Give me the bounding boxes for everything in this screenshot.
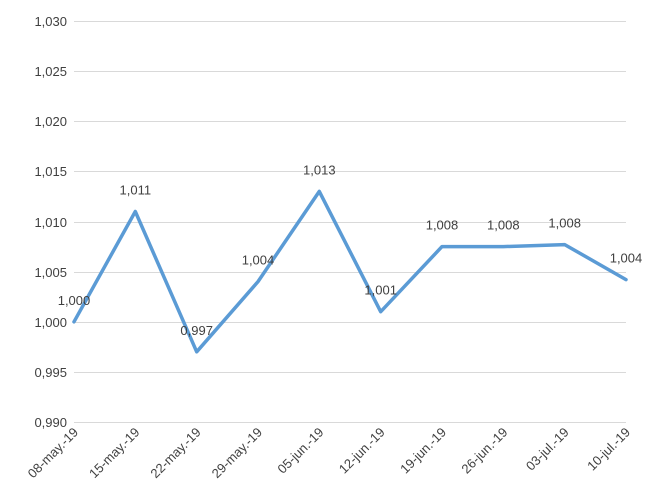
y-tick-label: 1,015 [34, 164, 67, 179]
y-axis-tick-labels: 0,990 0,995 1,000 1,005 1,010 1,015 1,020 1,025… [34, 14, 67, 430]
y-tick-label: 0,990 [34, 415, 67, 430]
grid-lines [74, 21, 626, 423]
x-tick-label: 22-may.-19 [147, 425, 203, 481]
x-tick-label: 19-jun.-19 [397, 425, 449, 477]
x-axis-tick-labels: 08-may.-19 15-may.-19 22-may.-19 29-may.-19… [25, 425, 633, 481]
data-label: 1,004 [242, 253, 275, 268]
y-tick-label: 1,030 [34, 14, 67, 29]
y-tick-label: 1,020 [34, 114, 67, 129]
data-label: 1,008 [548, 216, 581, 231]
data-label: 0,997 [180, 323, 213, 338]
x-tick-label: 29-may.-19 [209, 425, 265, 481]
data-label: 1,004 [610, 251, 643, 266]
data-labels: 1,000 1,011 0,997 1,004 1,013 1,001 1,008 1,008… [58, 162, 643, 337]
data-label: 1,008 [426, 218, 459, 233]
x-tick-label: 26-jun.-19 [458, 425, 510, 477]
y-tick-label: 1,005 [34, 265, 67, 280]
series-line [72, 189, 628, 354]
series-line-layer [72, 189, 628, 354]
data-label: 1,013 [303, 162, 336, 177]
x-tick-label: 03-jul.-19 [523, 425, 572, 474]
x-tick-label: 05-jun.-19 [274, 425, 326, 477]
data-label: 1,001 [364, 283, 397, 298]
data-label: 1,008 [487, 218, 520, 233]
x-tick-label: 12-jun.-19 [336, 425, 388, 477]
x-tick-label: 10-jul.-19 [584, 425, 633, 474]
y-tick-label: 1,025 [34, 64, 67, 79]
x-tick-label: 15-may.-19 [86, 425, 142, 481]
y-tick-label: 0,995 [34, 365, 67, 380]
y-tick-label: 1,000 [34, 315, 67, 330]
x-tick-label: 08-may.-19 [25, 425, 81, 481]
data-label: 1,000 [58, 293, 91, 308]
y-tick-label: 1,010 [34, 215, 67, 230]
data-label: 1,011 [120, 182, 152, 197]
